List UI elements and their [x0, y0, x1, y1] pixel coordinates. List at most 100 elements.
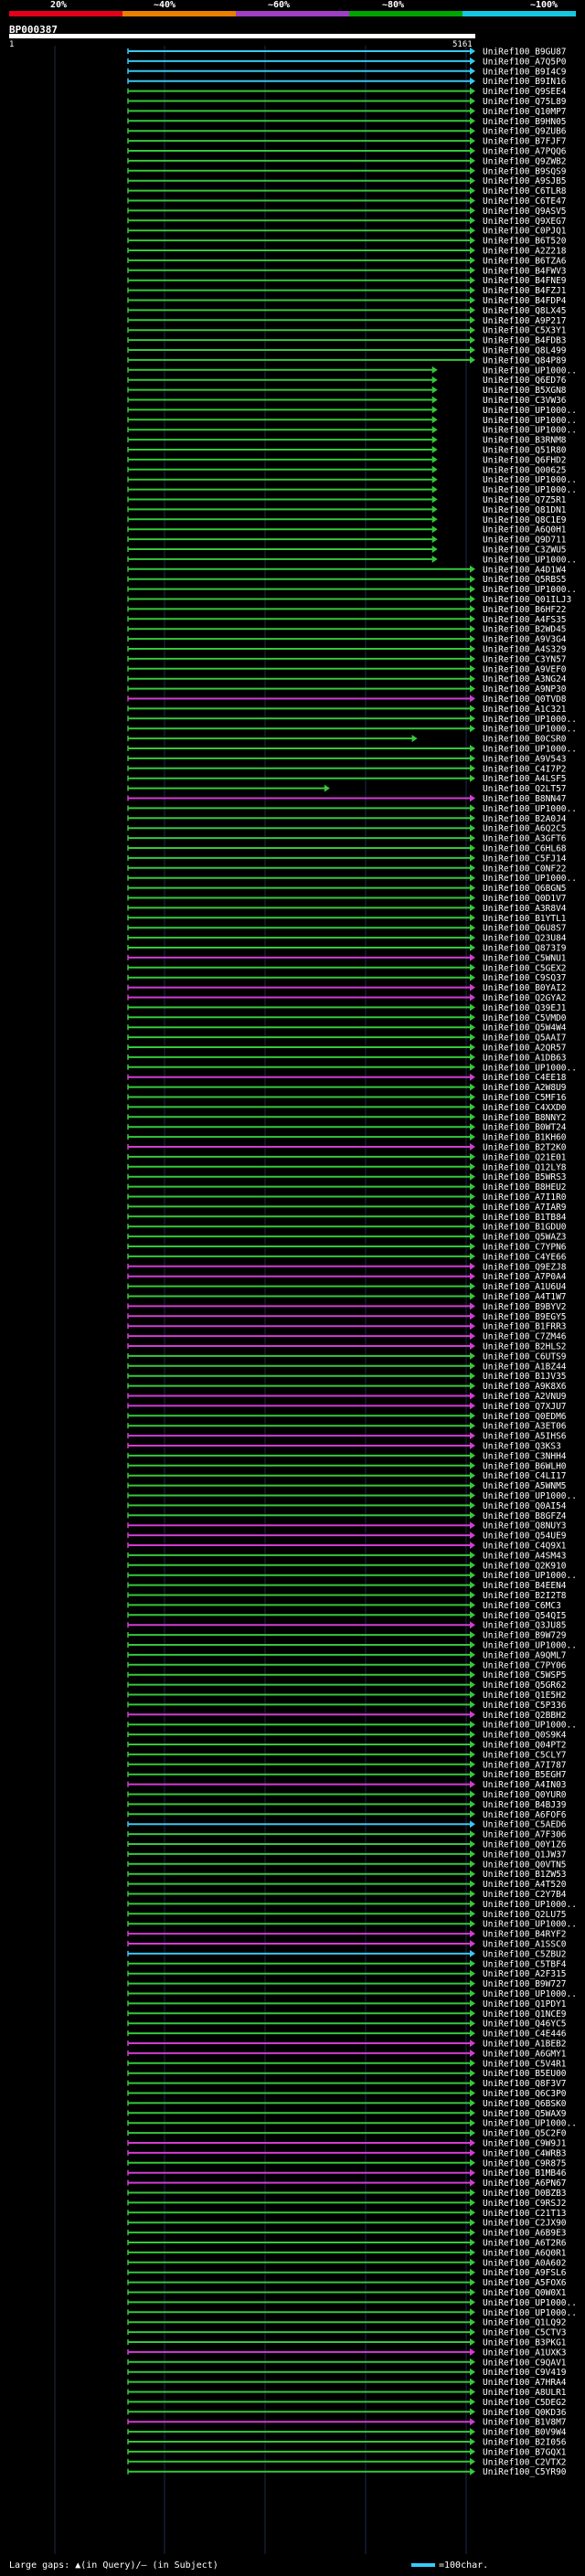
hit-label[interactable]: UniRef100_A1UXK3 [483, 2348, 567, 2358]
hit-label[interactable]: UniRef100_Q8LX45 [483, 306, 567, 316]
hit-label[interactable]: UniRef100_Q873I9 [483, 944, 567, 954]
hit-label[interactable]: UniRef100_B4EEN4 [483, 1581, 567, 1591]
hit-label[interactable]: UniRef100_C2Y7B4 [483, 1890, 567, 1900]
hit-label[interactable]: UniRef100_UP1000.. [483, 745, 577, 755]
hit-label[interactable]: UniRef100_B2HLS2 [483, 1342, 567, 1352]
hit-label[interactable]: UniRef100_UP1000.. [483, 585, 577, 595]
hit-label[interactable]: UniRef100_A4T1W7 [483, 1292, 567, 1302]
hit-label[interactable]: UniRef100_C0PJQ1 [483, 227, 567, 237]
hit-label[interactable]: UniRef100_UP1000.. [483, 1900, 577, 1910]
hit-label[interactable]: UniRef100_A7F306 [483, 1830, 567, 1840]
hit-label[interactable]: UniRef100_UP1000.. [483, 1571, 577, 1581]
hit-label[interactable]: UniRef100_B1JV35 [483, 1372, 567, 1382]
hit-label[interactable]: UniRef100_Q6C3P0 [483, 2089, 567, 2099]
hit-label[interactable]: UniRef100_B9I4C9 [483, 67, 567, 77]
hit-label[interactable]: UniRef100_Q9ZUB6 [483, 127, 567, 137]
hit-label[interactable]: UniRef100_C7YPN6 [483, 1243, 567, 1253]
hit-label[interactable]: UniRef100_B2I056 [483, 2438, 567, 2448]
hit-label[interactable]: UniRef100_Q23U84 [483, 934, 567, 944]
hit-label[interactable]: UniRef100_C7PY06 [483, 1660, 567, 1670]
hit-label[interactable]: UniRef100_C9V419 [483, 2368, 567, 2378]
hit-label[interactable]: UniRef100_Q1E5H2 [483, 1691, 567, 1701]
hit-label[interactable]: UniRef100_C2JX90 [483, 2219, 567, 2229]
hit-label[interactable]: UniRef100_B9W729 [483, 1631, 567, 1641]
hit-label[interactable]: UniRef100_C3NHH4 [483, 1451, 567, 1461]
hit-label[interactable]: UniRef100_Q01ILJ3 [483, 595, 571, 605]
hit-label[interactable]: UniRef100_A6B9E3 [483, 2229, 567, 2239]
hit-label[interactable]: UniRef100_Q7Z5R1 [483, 495, 567, 505]
hit-label[interactable]: UniRef100_B1KH60 [483, 1133, 567, 1143]
hit-label[interactable]: UniRef100_A1SSC0 [483, 1940, 567, 1950]
hit-label[interactable]: UniRef100_B0V9W4 [483, 2428, 567, 2438]
hit-label[interactable]: UniRef100_B9IN16 [483, 77, 567, 87]
hit-label[interactable]: UniRef100_Q5AAI7 [483, 1034, 567, 1044]
hit-label[interactable]: UniRef100_Q8L499 [483, 346, 567, 356]
hit-label[interactable]: UniRef100_C4Q9X1 [483, 1542, 567, 1552]
hit-label[interactable]: UniRef100_B4FDB3 [483, 336, 567, 346]
hit-label[interactable]: UniRef100_B6WLH0 [483, 1461, 567, 1471]
hit-label[interactable]: UniRef100_A9QML7 [483, 1650, 567, 1660]
hit-label[interactable]: UniRef100_B5WRS3 [483, 1172, 567, 1182]
hit-label[interactable]: UniRef100_Q10MP7 [483, 107, 567, 117]
hit-label[interactable]: UniRef100_Q6ED76 [483, 376, 567, 386]
hit-label[interactable]: UniRef100_C3ZWU5 [483, 546, 567, 556]
hit-label[interactable]: UniRef100_UP1000.. [483, 715, 577, 725]
hit-label[interactable]: UniRef100_B9SQS9 [483, 166, 567, 176]
hit-label[interactable]: UniRef100_C4EE18 [483, 1073, 567, 1083]
hit-label[interactable]: UniRef100_Q46YC5 [483, 2019, 567, 2030]
hit-label[interactable]: UniRef100_A6Q0H1 [483, 525, 567, 535]
hit-label[interactable]: UniRef100_B1YTL1 [483, 914, 567, 924]
hit-label[interactable]: UniRef100_A8ULR1 [483, 2388, 567, 2398]
hit-label[interactable]: UniRef100_C5DEG2 [483, 2398, 567, 2408]
hit-label[interactable]: UniRef100_A2VNU9 [483, 1392, 567, 1402]
hit-label[interactable]: UniRef100_Q5WAX9 [483, 2109, 567, 2119]
hit-label[interactable]: UniRef100_Q2LT57 [483, 784, 567, 794]
hit-label[interactable]: UniRef100_UP1000.. [483, 416, 577, 426]
hit-label[interactable]: UniRef100_Q2LU75 [483, 1910, 567, 1920]
hit-label[interactable]: UniRef100_A9VEF0 [483, 664, 567, 674]
hit-label[interactable]: UniRef100_UP1000.. [483, 485, 577, 495]
hit-label[interactable]: UniRef100_Q3KS3 [483, 1442, 561, 1452]
hit-label[interactable]: UniRef100_Q54QI5 [483, 1611, 567, 1621]
hit-label[interactable]: UniRef100_A7Q5P0 [483, 57, 567, 67]
hit-label[interactable]: UniRef100_Q00625 [483, 465, 567, 475]
hit-label[interactable]: UniRef100_UP1000.. [483, 1063, 577, 1073]
hit-label[interactable]: UniRef100_C5YR90 [483, 2467, 567, 2477]
hit-label[interactable]: UniRef100_B1ZW53 [483, 1870, 567, 1880]
hit-label[interactable]: UniRef100_C9W9J1 [483, 2139, 567, 2149]
hit-label[interactable]: UniRef100_Q1LQ92 [483, 2318, 567, 2328]
hit-label[interactable]: UniRef100_A1BEB2 [483, 2040, 567, 2050]
hit-label[interactable]: UniRef100_Q84P89 [483, 355, 567, 366]
hit-label[interactable]: UniRef100_Q8C1E9 [483, 515, 567, 525]
hit-label[interactable]: UniRef100_B5EU00 [483, 2069, 567, 2079]
hit-label[interactable]: UniRef100_A6T2R6 [483, 2239, 567, 2249]
hit-label[interactable]: UniRef100_C21T13 [483, 2209, 567, 2219]
hit-label[interactable]: UniRef100_C7ZM46 [483, 1332, 567, 1342]
hit-label[interactable]: UniRef100_C5ZBU2 [483, 1949, 567, 1959]
hit-label[interactable]: UniRef100_Q9ZWB2 [483, 156, 567, 166]
hit-label[interactable]: UniRef100_C5V4R1 [483, 2059, 567, 2069]
hit-label[interactable]: UniRef100_Q0KD36 [483, 2408, 567, 2418]
hit-label[interactable]: UniRef100_A4D1W4 [483, 565, 567, 575]
hit-label[interactable]: UniRef100_A3R8V4 [483, 904, 567, 914]
hit-label[interactable]: UniRef100_B7GQX1 [483, 2447, 567, 2457]
hit-label[interactable]: UniRef100_C5AED6 [483, 1820, 567, 1830]
hit-label[interactable]: UniRef100_A7PQQ6 [483, 147, 567, 157]
hit-label[interactable]: UniRef100_C4LI17 [483, 1471, 567, 1481]
hit-label[interactable]: UniRef100_B1FRR3 [483, 1322, 567, 1332]
hit-label[interactable]: UniRef100_Q5C2F0 [483, 2129, 567, 2139]
hit-label[interactable]: UniRef100_C0NF22 [483, 864, 567, 874]
hit-label[interactable]: UniRef100_A2QR57 [483, 1044, 567, 1054]
hit-label[interactable]: UniRef100_Q0S9K4 [483, 1731, 567, 1741]
hit-label[interactable]: UniRef100_C4WRB3 [483, 2148, 567, 2158]
hit-label[interactable]: UniRef100_Q2GYA2 [483, 993, 567, 1003]
hit-label[interactable]: UniRef100_C5MF16 [483, 1093, 567, 1103]
hit-label[interactable]: UniRef100_A6Q2C5 [483, 824, 567, 834]
hit-label[interactable]: UniRef100_B4FDP4 [483, 296, 567, 306]
hit-label[interactable]: UniRef100_Q1JW37 [483, 1850, 567, 1860]
hit-label[interactable]: UniRef100_Q2BBH2 [483, 1711, 567, 1721]
hit-label[interactable]: UniRef100_B2T2K0 [483, 1143, 567, 1153]
hit-label[interactable]: UniRef100_C6MC3 [483, 1601, 561, 1611]
hit-label[interactable]: UniRef100_A7IAR9 [483, 1203, 567, 1213]
hit-label[interactable]: UniRef100_A9V543 [483, 754, 567, 764]
